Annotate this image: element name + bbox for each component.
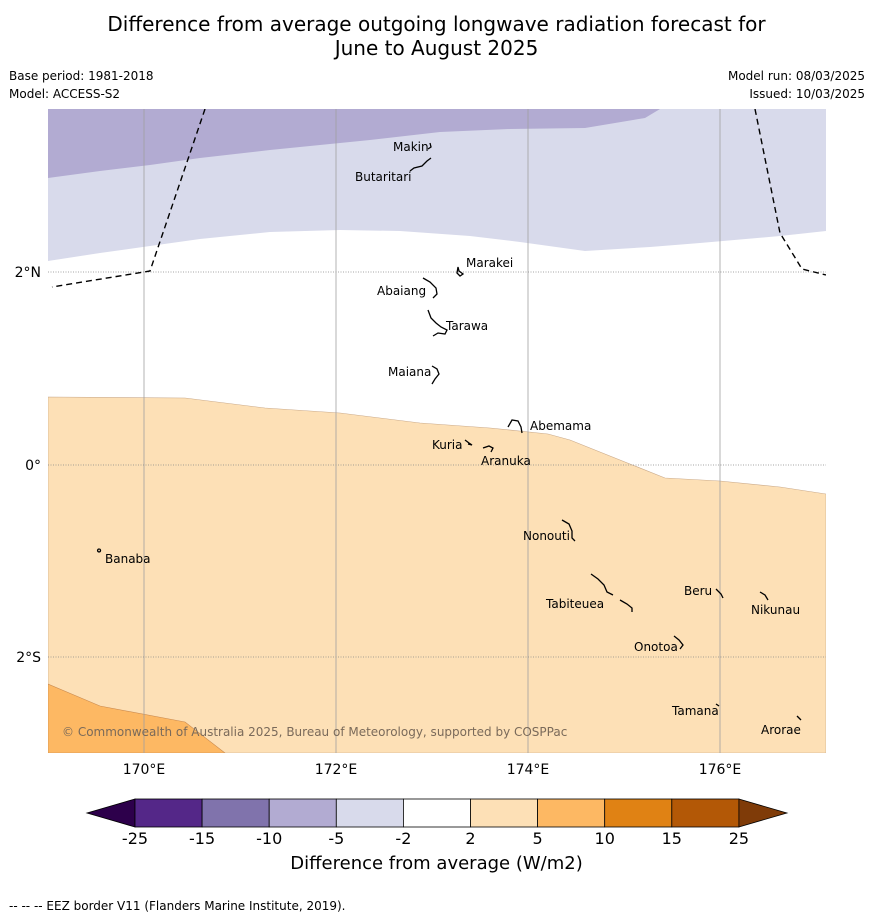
colorbar-tick-label: -15	[189, 829, 215, 848]
colorbar: -25 -15 -10 -5 -2 2 5 10 15 25	[85, 798, 789, 848]
tabiteuea-south-island	[619, 599, 633, 612]
butaritari-island	[409, 157, 432, 172]
place-label: Butaritari	[355, 170, 412, 184]
banaba-island	[96, 548, 102, 553]
lon-label: 174°E	[507, 762, 550, 778]
map-area: Makin Butaritari Marakei Abaiang Tarawa …	[48, 109, 826, 753]
lat-label: 0°	[25, 458, 41, 474]
abaiang-island	[422, 277, 438, 299]
colorbar-arrow-low	[85, 798, 136, 828]
place-label: Tarawa	[445, 319, 488, 333]
makin-island	[427, 142, 432, 150]
colorbar-tick-label: 10	[595, 829, 615, 848]
arorae-island	[796, 715, 802, 721]
place-label: Nonouti	[523, 529, 570, 543]
colorbar-segment	[335, 798, 404, 828]
islands	[96, 142, 802, 721]
place-label: Beru	[684, 584, 712, 598]
colorbar-tick-label: 25	[729, 829, 749, 848]
colorbar-tick-label: 15	[662, 829, 682, 848]
aranuka-island	[482, 445, 494, 453]
lat-label: 2°S	[16, 650, 41, 666]
maiana-island	[431, 365, 440, 385]
anomaly-plus5-plus10-region	[48, 683, 226, 753]
beru-island	[715, 588, 724, 599]
colorbar-label: Difference from average (W/m2)	[290, 853, 583, 874]
nikunau-island	[759, 591, 769, 601]
onotoa-island	[673, 635, 684, 650]
lon-label: 176°E	[699, 762, 742, 778]
place-label: Nikunau	[751, 603, 800, 617]
place-label: Aranuka	[481, 454, 531, 468]
place-label: Arorae	[761, 723, 801, 737]
colorbar-segment	[268, 798, 337, 828]
colorbar-tick-label: 5	[533, 829, 543, 848]
place-label: Makin	[393, 140, 429, 154]
chart-title: Difference from average outgoing longwav…	[0, 12, 873, 60]
place-labels: Makin Butaritari Marakei Abaiang Tarawa …	[105, 140, 801, 737]
place-label: Marakei	[466, 256, 513, 270]
colorbar-arrow-high	[738, 798, 789, 828]
model-run: Model run: 08/03/2025	[727, 69, 865, 83]
lon-label: 172°E	[315, 762, 358, 778]
place-label: Abemama	[530, 419, 591, 433]
place-label: Maiana	[388, 365, 431, 379]
latitude-grid	[48, 271, 826, 658]
colorbar-segment	[604, 798, 673, 828]
anomaly-plus2-plus5-region	[48, 396, 826, 753]
kuria-island	[464, 439, 473, 446]
title-line-1: Difference from average outgoing longwav…	[107, 12, 766, 36]
place-label: Tabiteuea	[545, 597, 604, 611]
meta-right: Model run: 08/03/2025 Issued: 10/03/2025	[728, 67, 865, 103]
tarawa-island	[427, 309, 448, 337]
colorbar-tick-label: -5	[328, 829, 344, 848]
eez-legend-note: -- -- -- EEZ border V11 (Flanders Marine…	[9, 899, 346, 913]
colorbar-segment	[134, 798, 203, 828]
model-name: Model: ACCESS-S2	[9, 87, 121, 101]
tabiteuea-north-island	[590, 573, 614, 596]
marakei-island	[456, 266, 465, 277]
colorbar-segment	[402, 798, 471, 828]
lat-axis-labels: 2°N 0° 2°S	[15, 265, 42, 666]
abemama-island	[507, 419, 523, 434]
place-label: Banaba	[105, 552, 151, 566]
colorbar-segment	[537, 798, 606, 828]
anomaly-minus10-minus5-region	[48, 109, 660, 178]
colorbar-tick-label: -25	[122, 829, 148, 848]
place-label: Abaiang	[377, 284, 426, 298]
place-label: Onotoa	[634, 640, 678, 654]
issued-date: Issued: 10/03/2025	[749, 87, 865, 101]
copyright-notice: © Commonwealth of Australia 2025, Bureau…	[62, 725, 567, 739]
colorbar-segment	[671, 798, 740, 828]
colorbar-segment	[201, 798, 270, 828]
title-line-2: June to August 2025	[334, 36, 539, 60]
base-period: Base period: 1981-2018	[9, 69, 154, 83]
lon-axis-labels: 170°E 172°E 174°E 176°E	[123, 762, 742, 778]
lon-label: 170°E	[123, 762, 166, 778]
colorbar-segment	[470, 798, 538, 828]
place-label: Tamana	[671, 704, 719, 718]
colorbar-tick-label: -2	[395, 829, 411, 848]
nonouti-island	[561, 519, 576, 542]
eez-border	[51, 109, 826, 288]
meta-left: Base period: 1981-2018 Model: ACCESS-S2	[9, 67, 154, 103]
colorbar-tick-label: -10	[256, 829, 282, 848]
tamana-island	[715, 703, 720, 707]
longitude-grid	[143, 109, 721, 753]
place-label: Kuria	[432, 438, 463, 452]
colorbar-tick-label: 2	[465, 829, 475, 848]
lat-label: 2°N	[15, 265, 41, 281]
